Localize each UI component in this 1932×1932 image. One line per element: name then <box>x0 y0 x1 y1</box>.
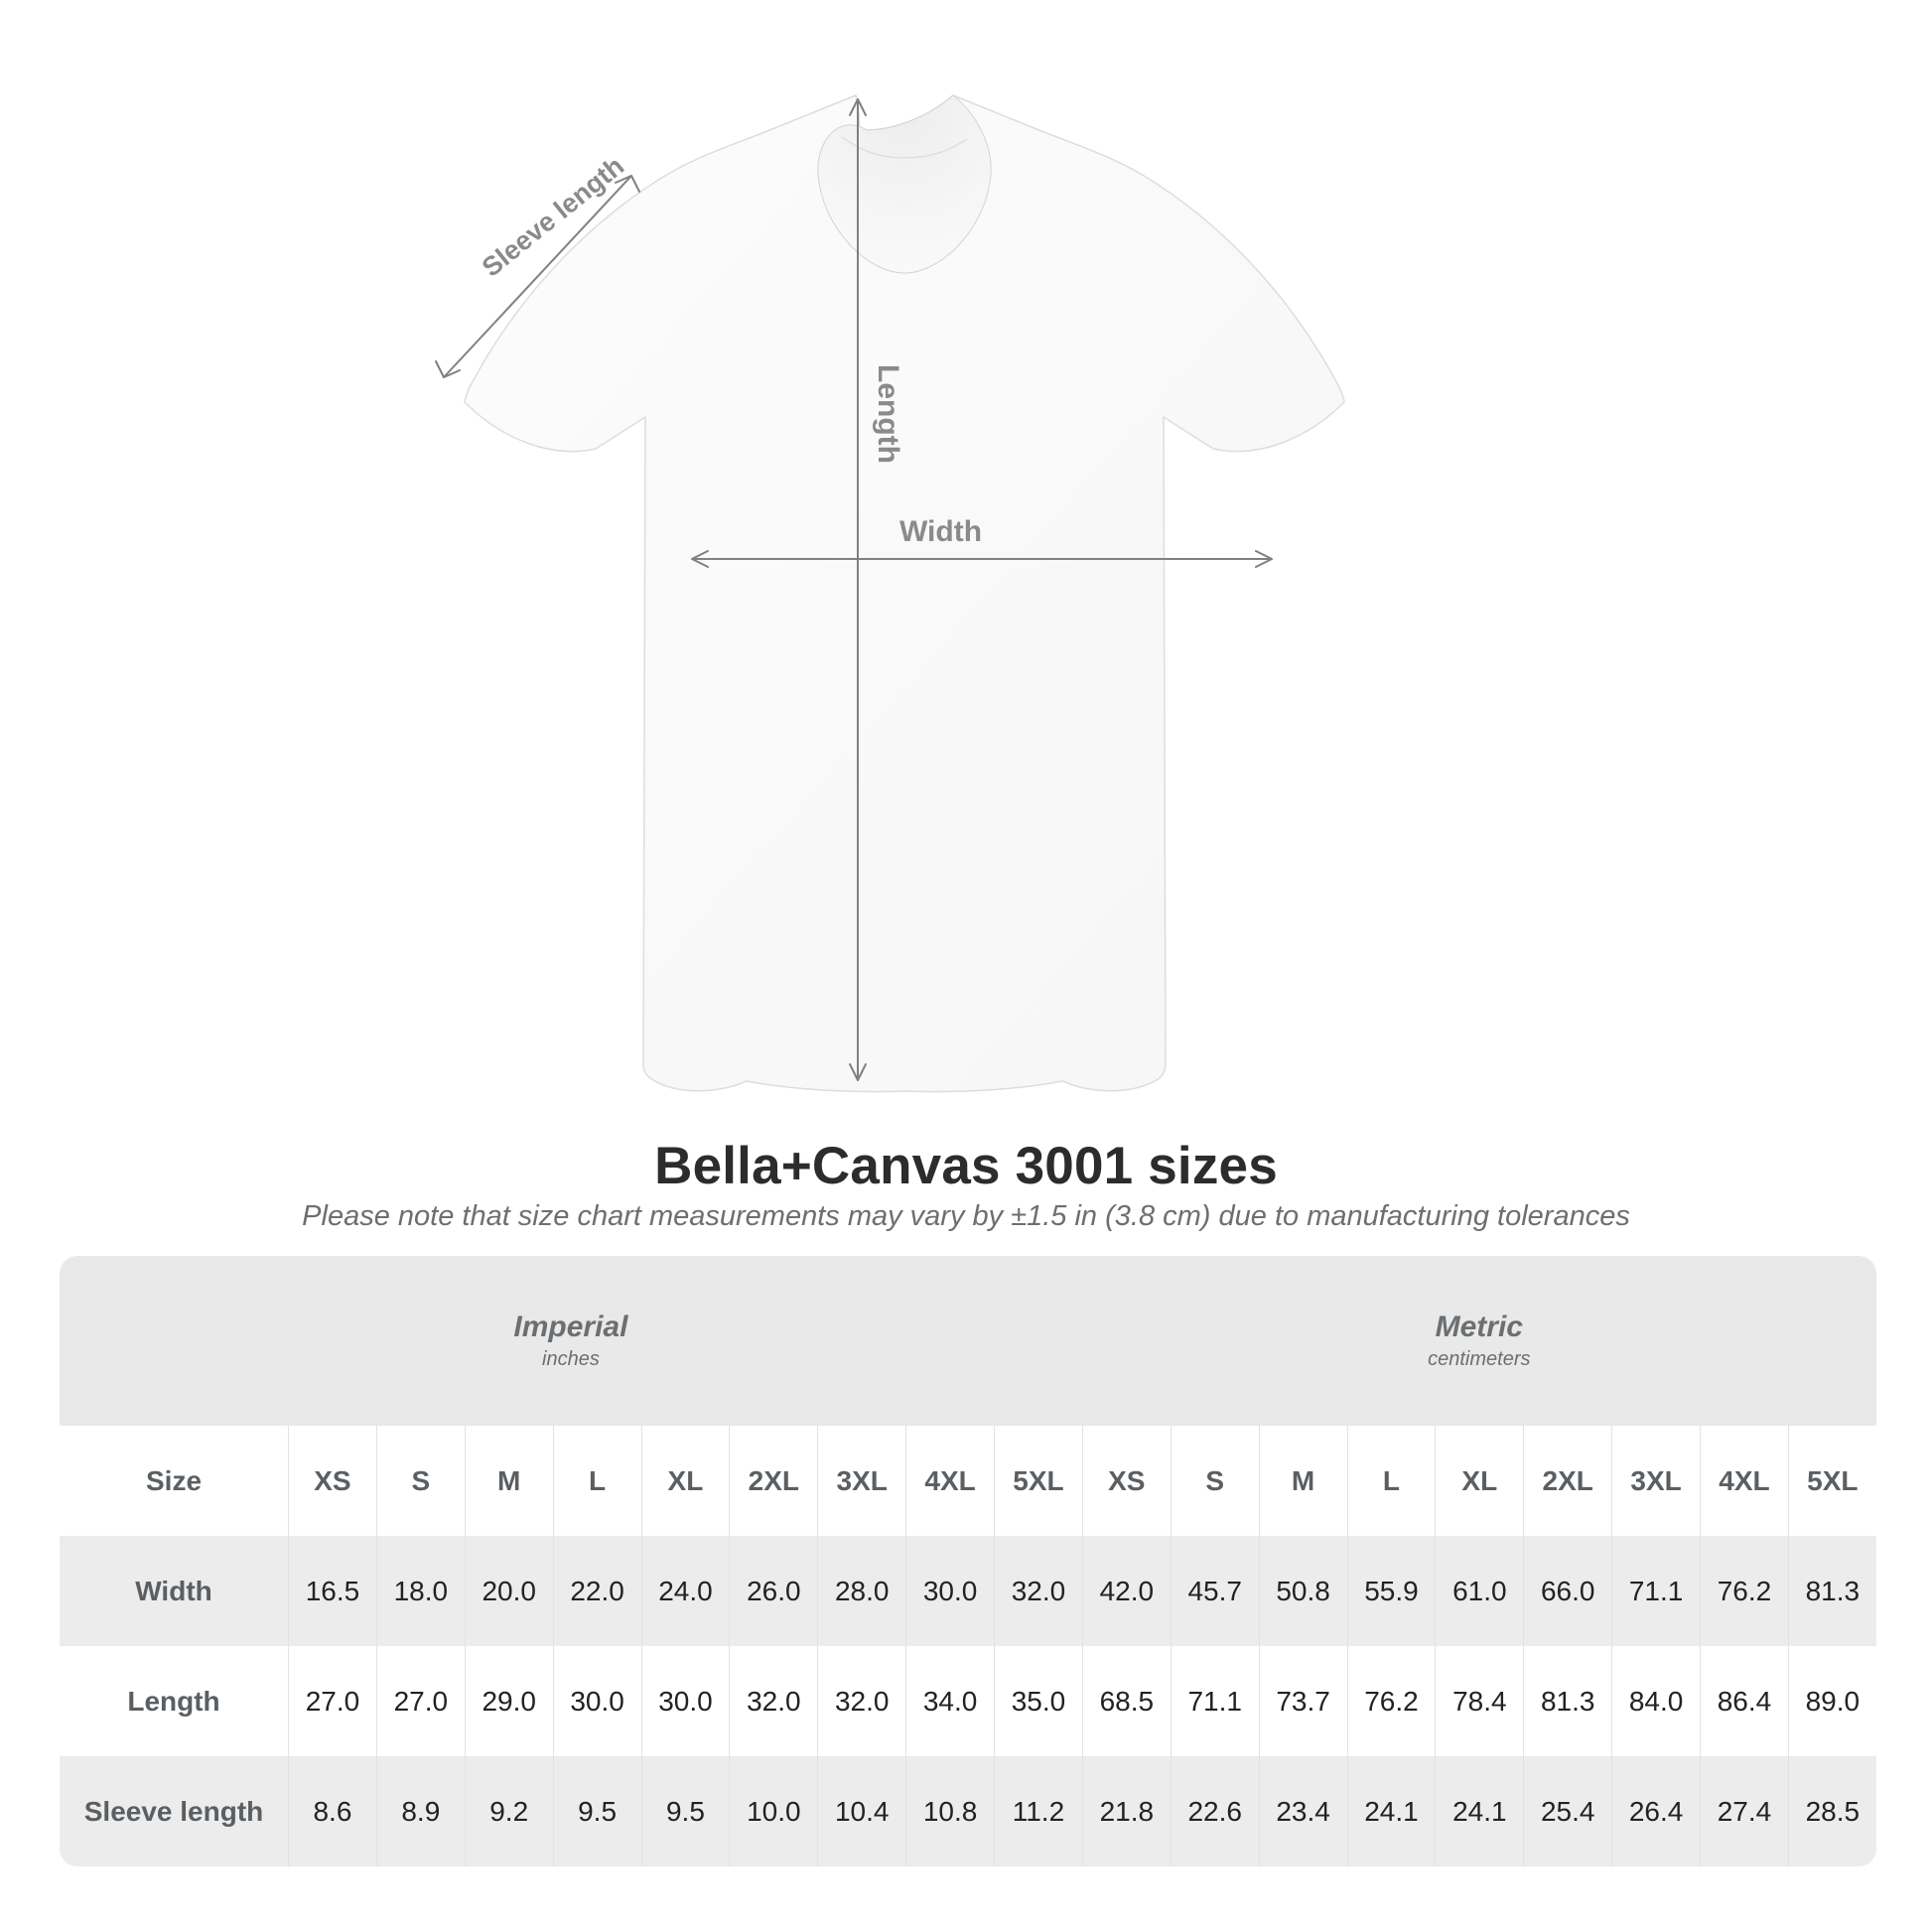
svg-text:Length: Length <box>872 364 904 464</box>
svg-text:Width: Width <box>899 515 982 548</box>
